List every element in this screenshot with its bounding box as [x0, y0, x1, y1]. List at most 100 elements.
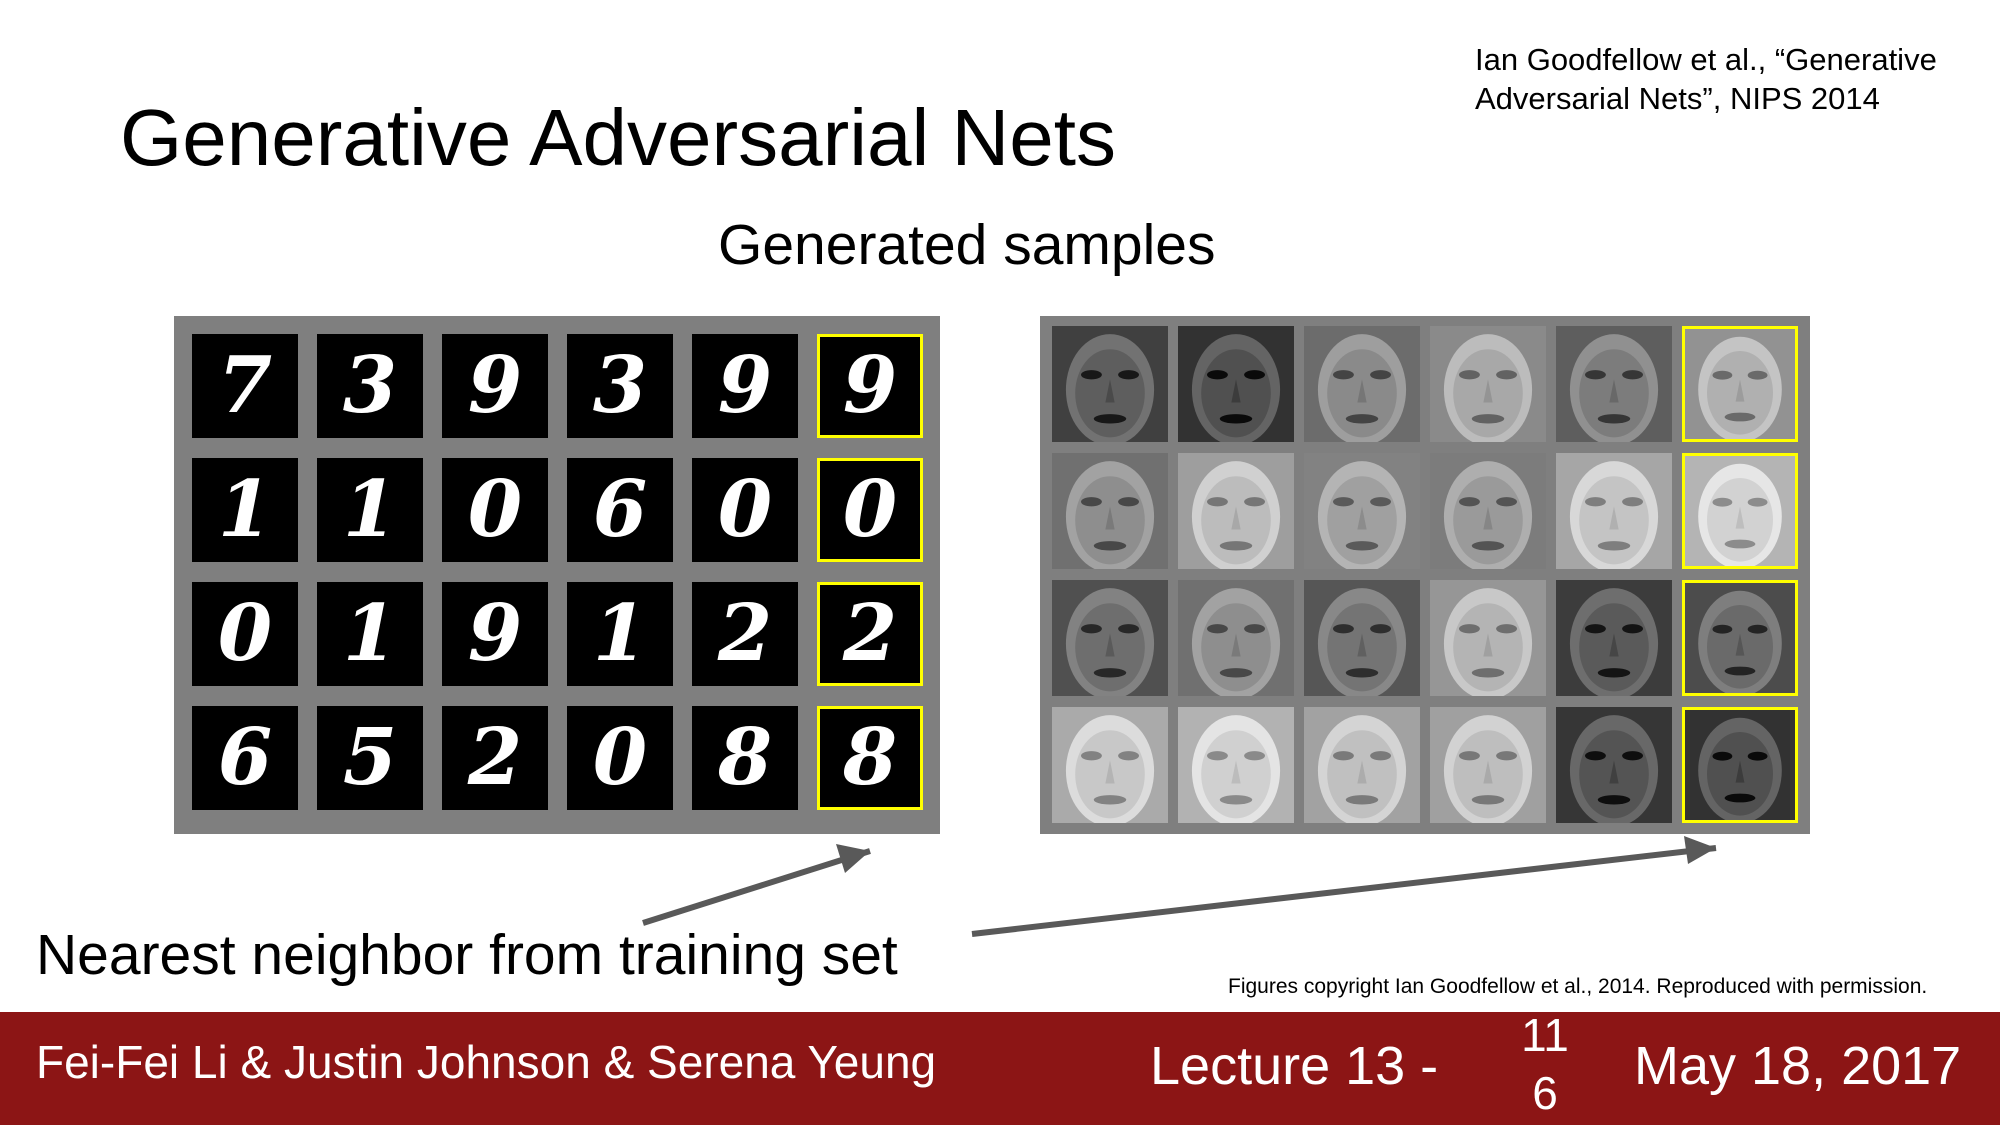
face-sample-cell — [1556, 326, 1672, 442]
face-image — [1178, 580, 1294, 696]
arrow-to-face-neighbor — [971, 845, 1717, 937]
face-image — [1556, 707, 1672, 823]
footer-lecture: Lecture 13 - — [1150, 1036, 1439, 1096]
face-samples-grid — [1040, 316, 1810, 834]
face-sample-cell — [1430, 580, 1546, 696]
face-image — [1178, 707, 1294, 823]
digit-label: 3 — [342, 340, 398, 431]
arrow-to-mnist-neighbor — [642, 848, 871, 926]
digit-label: 6 — [592, 464, 648, 555]
footer-authors: Fei-Fei Li & Justin Johnson & Serena Yeu… — [36, 1036, 937, 1088]
digit-label: 0 — [842, 464, 898, 555]
digit-label: 1 — [217, 464, 273, 555]
face-image — [1430, 453, 1546, 569]
mnist-sample-cell: 6 — [192, 706, 298, 810]
face-sample-cell — [1304, 580, 1420, 696]
mnist-nearest-neighbor-cell: 0 — [817, 458, 923, 562]
digit-label: 0 — [217, 588, 273, 679]
digit-label: 1 — [342, 588, 398, 679]
face-sample-cell — [1430, 453, 1546, 569]
face-sample-cell — [1052, 580, 1168, 696]
citation: Ian Goodfellow et al., “Generative Adver… — [1475, 40, 1985, 118]
slide-title: Generative Adversarial Nets — [120, 93, 1117, 182]
face-image — [1178, 453, 1294, 569]
face-image — [1052, 580, 1168, 696]
mnist-sample-cell: 0 — [192, 582, 298, 686]
footer-page-number: 11 6 — [1490, 1006, 1600, 1122]
face-sample-cell — [1304, 326, 1420, 442]
mnist-nearest-neighbor-cell: 8 — [817, 706, 923, 810]
digit-label: 8 — [842, 712, 898, 803]
face-image — [1052, 453, 1168, 569]
face-nearest-neighbor-cell — [1682, 326, 1798, 442]
mnist-sample-cell: 6 — [567, 458, 673, 562]
face-sample-cell — [1052, 326, 1168, 442]
face-sample-cell — [1304, 707, 1420, 823]
face-image — [1685, 583, 1795, 693]
mnist-sample-cell: 0 — [567, 706, 673, 810]
face-image — [1685, 456, 1795, 566]
face-sample-cell — [1178, 326, 1294, 442]
copyright-notice: Figures copyright Ian Goodfellow et al.,… — [1228, 975, 1928, 998]
footer-page-line-2: 6 — [1532, 1067, 1558, 1119]
mnist-sample-cell: 0 — [692, 458, 798, 562]
face-sample-cell — [1178, 580, 1294, 696]
citation-line-2: Adversarial Nets”, NIPS 2014 — [1475, 81, 1880, 116]
mnist-sample-cell: 9 — [442, 582, 548, 686]
face-sample-cell — [1304, 453, 1420, 569]
digit-label: 9 — [717, 340, 773, 431]
face-image — [1304, 707, 1420, 823]
face-sample-cell — [1430, 326, 1546, 442]
face-image — [1556, 326, 1672, 442]
face-image — [1685, 710, 1795, 820]
mnist-sample-cell: 0 — [442, 458, 548, 562]
mnist-sample-cell: 3 — [317, 334, 423, 438]
face-sample-cell — [1556, 707, 1672, 823]
face-image — [1556, 453, 1672, 569]
face-image — [1430, 326, 1546, 442]
digit-label: 7 — [217, 340, 273, 431]
mnist-sample-cell: 3 — [567, 334, 673, 438]
mnist-sample-cell: 8 — [692, 706, 798, 810]
face-image — [1178, 326, 1294, 442]
footer-date: May 18, 2017 — [1634, 1036, 1962, 1096]
face-sample-cell — [1052, 707, 1168, 823]
nearest-neighbor-label: Nearest neighbor from training set — [36, 923, 898, 987]
digit-label: 2 — [842, 588, 898, 679]
digit-label: 3 — [592, 340, 648, 431]
mnist-sample-cell: 2 — [692, 582, 798, 686]
digit-label: 9 — [842, 340, 898, 431]
mnist-nearest-neighbor-cell: 2 — [817, 582, 923, 686]
mnist-sample-cell: 1 — [192, 458, 298, 562]
face-image — [1052, 707, 1168, 823]
face-image — [1052, 326, 1168, 442]
face-image — [1304, 326, 1420, 442]
face-nearest-neighbor-cell — [1682, 580, 1798, 696]
digit-label: 6 — [217, 712, 273, 803]
mnist-sample-cell: 2 — [442, 706, 548, 810]
face-image — [1304, 580, 1420, 696]
face-image — [1430, 707, 1546, 823]
mnist-sample-cell: 1 — [317, 582, 423, 686]
footer-page-line-1: 11 — [1521, 1009, 1569, 1061]
face-image — [1685, 329, 1795, 439]
digit-label: 5 — [342, 712, 398, 803]
digit-label: 1 — [342, 464, 398, 555]
digit-label: 8 — [717, 712, 773, 803]
mnist-sample-cell: 1 — [567, 582, 673, 686]
face-sample-cell — [1052, 453, 1168, 569]
digit-label: 9 — [467, 588, 523, 679]
face-sample-cell — [1556, 580, 1672, 696]
arrow-head-mnist — [836, 844, 870, 873]
face-sample-cell — [1178, 453, 1294, 569]
mnist-nearest-neighbor-cell: 9 — [817, 334, 923, 438]
digit-label: 2 — [467, 712, 523, 803]
digit-label: 2 — [717, 588, 773, 679]
digit-label: 1 — [592, 588, 648, 679]
face-sample-cell — [1178, 707, 1294, 823]
face-nearest-neighbor-cell — [1682, 453, 1798, 569]
digit-label: 0 — [592, 712, 648, 803]
arrow-head-face — [1684, 836, 1716, 864]
mnist-sample-cell: 5 — [317, 706, 423, 810]
